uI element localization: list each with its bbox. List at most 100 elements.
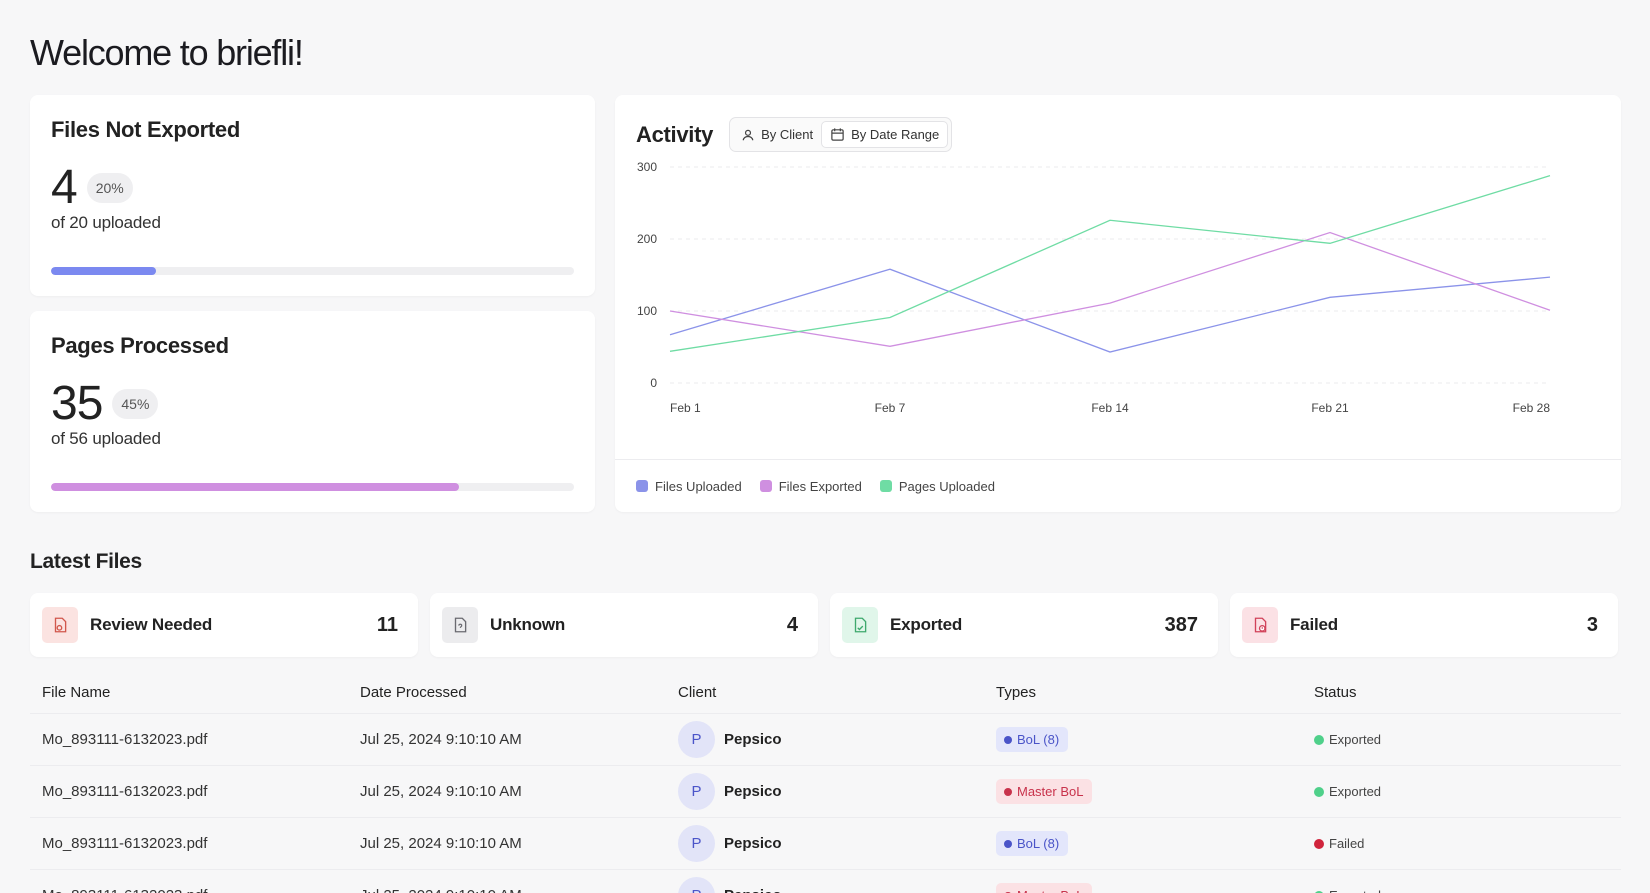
file-name-cell[interactable]: Mo_893111-6132023.pdf <box>42 783 208 800</box>
status-dot <box>1314 786 1324 797</box>
type-dot <box>1004 839 1012 848</box>
status-badge: Exported <box>1314 732 1621 747</box>
column-header[interactable]: File Name <box>42 684 111 701</box>
column-header[interactable]: Status <box>1314 684 1357 701</box>
type-label: BoL (8) <box>1017 732 1060 747</box>
column-header[interactable]: Date Processed <box>360 684 467 701</box>
avatar: P <box>678 877 715 893</box>
file-failed-icon <box>1242 607 1278 643</box>
summary-count: 387 <box>1164 613 1198 636</box>
by-client-button[interactable]: By Client <box>733 121 821 148</box>
client-name: Pepsico <box>724 731 782 748</box>
summary-label: Unknown <box>490 615 566 634</box>
summary-label: Failed <box>1290 615 1338 634</box>
status-label: Exported <box>1329 784 1382 799</box>
date-cell: Jul 25, 2024 9:10:10 AM <box>360 835 522 852</box>
legend-item[interactable]: Files Uploaded <box>636 479 742 494</box>
by-date-range-button[interactable]: By Date Range <box>821 121 949 148</box>
status-badge: Exported <box>1314 784 1621 799</box>
by-client-label: By Client <box>761 127 814 142</box>
by-date-range-label: By Date Range <box>851 127 940 142</box>
types-cell: BoL (8) <box>984 831 1302 856</box>
file-unknown-icon <box>442 607 478 643</box>
date-cell: Jul 25, 2024 9:10:10 AM <box>348 887 666 893</box>
column-header[interactable]: Client <box>678 684 717 701</box>
dashboard-page: Welcome to briefli! Files Not Exported 4… <box>30 0 1621 893</box>
client-cell: P Pepsico <box>666 721 984 758</box>
summary-label: Review Needed <box>90 615 213 634</box>
type-dot <box>1004 787 1012 796</box>
series-line-files-exported <box>669 231 1551 347</box>
progress-fill <box>51 267 156 275</box>
types-cell: BoL (8) <box>984 727 1302 752</box>
summary-card-failed[interactable]: Failed 3 <box>1230 593 1618 657</box>
legend-label: Files Uploaded <box>655 478 742 494</box>
avatar: P <box>678 721 715 758</box>
type-badge: Master BoL <box>996 883 1093 893</box>
table-row[interactable]: Mo_893111-6132023.pdf Jul 25, 2024 9:10:1… <box>30 766 1621 818</box>
stat-subtitle: of 20 uploaded <box>51 213 161 232</box>
activity-card: Activity By Client By Date Range 0 100 200… <box>615 95 1621 512</box>
column-header[interactable]: Types <box>996 684 1037 701</box>
stat-value: 4 <box>51 161 78 214</box>
status-cell: Failed <box>1302 836 1621 851</box>
card-title: Files Not Exported <box>51 117 240 142</box>
y-tick-label: 100 <box>637 304 657 318</box>
type-dot <box>1004 735 1012 744</box>
legend-swatch <box>759 480 772 492</box>
type-badge: Master BoL <box>996 779 1093 804</box>
type-label: BoL (8) <box>1017 836 1060 851</box>
progress-bar <box>51 483 574 491</box>
file-name-cell[interactable]: Mo_893111-6132023.pdf <box>42 731 208 748</box>
avatar: P <box>678 825 715 862</box>
page-title: Welcome to briefli! <box>30 32 304 73</box>
summary-card-unknown[interactable]: Unknown 4 <box>430 593 818 657</box>
summary-card-exported[interactable]: Exported 387 <box>830 593 1218 657</box>
x-tick-label: Feb 28 <box>1513 401 1551 415</box>
legend-label: Pages Uploaded <box>898 478 995 494</box>
chart-legend: Files Uploaded Files Exported Pages Upload… <box>615 459 1621 512</box>
table-row[interactable]: Mo_893111-6132023.pdf Jul 25, 2024 9:10:1… <box>30 818 1621 870</box>
progress-fill <box>51 483 459 491</box>
legend-label: Files Exported <box>778 478 862 494</box>
type-label: Master BoL <box>1017 888 1083 893</box>
table-body: Mo_893111-6132023.pdf Jul 25, 2024 9:10:1… <box>30 714 1621 893</box>
summary-count: 4 <box>786 613 798 636</box>
legend-item[interactable]: Files Exported <box>759 478 862 494</box>
files-table: File Name Date Processed Client Types Status… <box>30 672 1621 893</box>
types-cell: Master BoL <box>984 883 1302 893</box>
legend-item[interactable]: Pages Uploaded <box>879 478 995 494</box>
series-line-files-uploaded <box>669 268 1551 353</box>
legend-swatch <box>636 480 648 492</box>
calendar-icon <box>831 128 844 141</box>
table-header: File Name Date Processed Client Types Status <box>30 672 1621 714</box>
file-name-cell[interactable]: Mo_893111-6132023.pdf <box>42 835 208 852</box>
summary-card-review-needed[interactable]: Review Needed 11 <box>30 593 418 657</box>
user-icon <box>742 129 754 140</box>
date-cell: Jul 25, 2024 9:10:10 AM <box>360 783 522 800</box>
x-tick-label: Feb 7 <box>875 401 906 415</box>
x-tick-label: Feb 21 <box>1311 401 1349 415</box>
status-label: Exported <box>1329 888 1381 893</box>
avatar: P <box>678 773 715 810</box>
client-cell: P Pepsico <box>666 877 984 893</box>
status-label: Failed <box>1329 836 1365 851</box>
client-name: Pepsico <box>724 783 782 800</box>
activity-title: Activity <box>636 121 714 147</box>
stat-subtitle: of 56 uploaded <box>51 429 161 448</box>
activity-line-chart: 0 100 200 300 Feb 1 Feb 7 Feb 14 Feb 21 Feb 28 <box>637 160 1551 415</box>
type-badge: BoL (8) <box>996 831 1069 856</box>
summary-label: Exported <box>890 615 963 634</box>
status-badge: Exported <box>1314 888 1621 893</box>
pages-processed-card: Pages Processed 35 45% of 56 uploaded <box>30 311 595 512</box>
status-badge: Failed <box>1314 836 1621 851</box>
type-badge: BoL (8) <box>996 727 1069 752</box>
types-cell: Master BoL <box>984 779 1302 804</box>
file-review-icon <box>42 607 78 643</box>
status-dot <box>1314 838 1324 849</box>
y-tick-label: 300 <box>637 160 657 174</box>
file-name-cell[interactable]: Mo_893111-6132023.pdf <box>30 887 348 893</box>
type-dot <box>1004 891 1012 893</box>
